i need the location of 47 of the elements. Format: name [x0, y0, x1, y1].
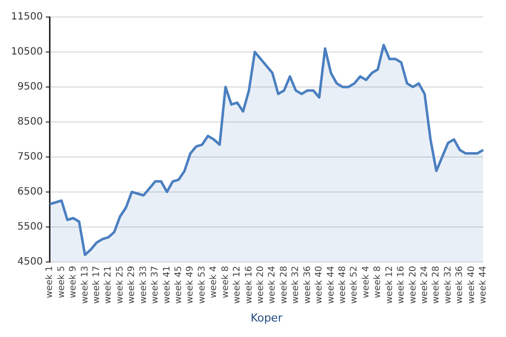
x-tick-label: week 32	[443, 266, 454, 304]
x-tick-label: week 28	[432, 266, 442, 304]
x-tick-label: week 12	[232, 266, 243, 304]
y-tick-label: 4500	[17, 256, 43, 268]
x-tick-label: week 17	[92, 266, 102, 304]
x-tick-label: week 16	[396, 266, 407, 304]
x-tick-label: week 44	[326, 266, 336, 304]
x-tick-label: week 41	[162, 266, 172, 304]
x-tick-label: week 28	[279, 266, 290, 304]
x-tick-label: week 12	[384, 266, 395, 304]
x-tick-label: week 20	[256, 266, 266, 304]
x-axis-title: Koper	[250, 311, 283, 324]
x-tick-label: week 20	[408, 266, 418, 304]
x-tick-label: week 49	[186, 266, 196, 304]
x-tick-label: week 5	[56, 266, 67, 298]
x-tick-label: week 4	[361, 266, 372, 298]
y-tick-label: 5500	[17, 221, 43, 232]
x-tick-label: week 16	[244, 266, 254, 304]
x-tick-label: week 48	[338, 266, 348, 304]
x-tick-label: week 45	[174, 266, 184, 304]
x-tick-label: week 33	[138, 266, 149, 304]
x-tick-label: week 13	[80, 266, 90, 304]
x-tick-label: week 1	[45, 266, 56, 298]
x-tick-label: week 36	[302, 266, 313, 304]
y-tick-label: 10500	[11, 46, 43, 58]
x-tick-label: week 44	[478, 266, 489, 304]
x-tick-label: week 32	[291, 266, 302, 304]
y-tick-label: 8500	[17, 116, 43, 128]
x-tick-label: week 53	[197, 266, 208, 304]
y-tick-label: 7500	[17, 152, 43, 162]
x-tick-label: week 25	[115, 266, 126, 304]
y-tick-label: 9500	[17, 82, 43, 93]
x-tick-label: week 24	[268, 266, 278, 304]
x-tick-label: week 37	[150, 266, 161, 304]
x-tick-label: week 52	[350, 266, 360, 304]
x-tick-label: week 40	[314, 266, 325, 304]
x-tick-label: week 9	[68, 266, 79, 298]
x-tick-label: week 24	[420, 266, 430, 304]
x-tick-label: week 40	[466, 266, 477, 304]
x-tick-label: week 36	[455, 266, 466, 304]
x-tick-label: week 21	[104, 266, 114, 304]
y-tick-label: 6500	[17, 186, 43, 198]
x-tick-label: week 4	[209, 266, 220, 298]
y-tick-label: 11500	[11, 12, 43, 23]
x-tick-label: week 8	[373, 266, 384, 298]
x-tick-label: week 8	[220, 266, 231, 298]
x-tick-label: week 29	[127, 266, 138, 304]
